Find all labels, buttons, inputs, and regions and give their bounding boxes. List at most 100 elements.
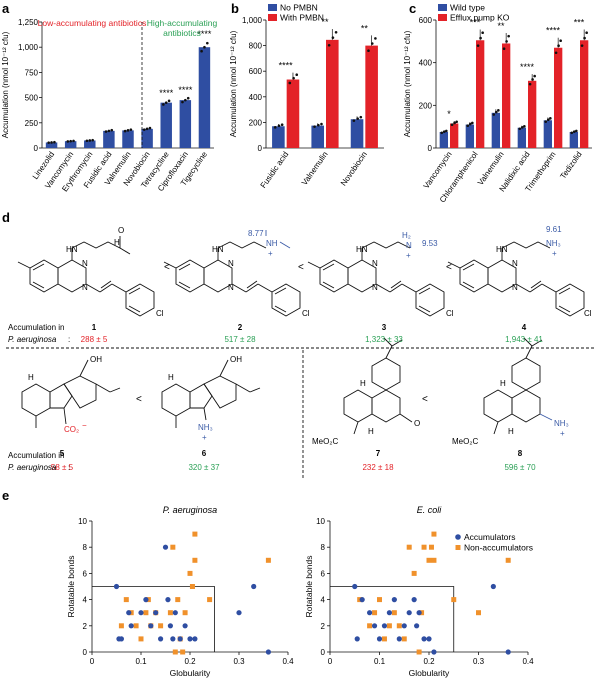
x-tick-label: Fusidic acid	[259, 150, 291, 190]
y-tick-label: 10	[316, 517, 325, 526]
atom-hn-2: HN	[212, 245, 224, 254]
data-point	[492, 113, 496, 116]
atom-cl-1: Cl	[156, 309, 164, 318]
significance-label: ****	[159, 88, 174, 98]
side-chain-2	[217, 241, 267, 249]
y-tick-label: 400	[249, 93, 263, 102]
less-than-2: <	[298, 262, 304, 273]
accumulation-value-5: 58 ± 5	[51, 463, 74, 472]
point-accumulator	[406, 610, 412, 616]
x-tick-label: 0.4	[522, 657, 534, 666]
significance-label: ****	[279, 61, 294, 71]
data-point	[580, 44, 584, 47]
x-tick-label: 0	[90, 657, 95, 666]
point-non-accumulator	[172, 649, 178, 655]
data-point	[162, 103, 165, 106]
point-non-accumulator	[175, 597, 181, 603]
bar-series1	[272, 126, 285, 148]
significance-label: ****	[546, 26, 561, 36]
point-non-accumulator	[189, 584, 195, 589]
point-accumulator	[367, 610, 373, 616]
atom-plus-3: +	[406, 251, 411, 260]
point-non-accumulator	[133, 623, 139, 629]
data-point	[554, 51, 558, 55]
data-point	[356, 117, 359, 120]
row2-label-line2: P. aeruginosa	[8, 463, 57, 472]
point-accumulator	[371, 623, 378, 629]
data-point	[455, 120, 458, 124]
data-point	[468, 122, 472, 126]
y-tick-label: 250	[25, 119, 39, 128]
point-accumulator	[411, 597, 417, 603]
atom-plus-6: +	[202, 433, 207, 442]
data-point	[471, 121, 474, 125]
y-tick-label: 8	[321, 543, 326, 552]
point-accumulator	[236, 610, 242, 616]
data-point	[295, 73, 299, 77]
bar-series1	[465, 124, 474, 148]
data-point	[123, 129, 127, 133]
row2-label-colon: :	[68, 463, 70, 472]
point-accumulator	[177, 636, 183, 642]
y-axis-label: Rotatable bonds	[66, 556, 76, 618]
point-accumulator	[386, 610, 392, 616]
legend-label: With PMBN	[280, 13, 324, 23]
data-point	[352, 119, 356, 122]
point-accumulator	[182, 623, 188, 629]
bar-series2	[286, 79, 300, 148]
atom-hn-3: HN	[356, 245, 368, 254]
point-non-accumulator	[138, 636, 144, 642]
legend-swatch	[268, 14, 277, 21]
y-axis-label: Rotatable bonds	[304, 556, 314, 618]
point-accumulator	[505, 649, 511, 655]
point-non-accumulator	[381, 636, 387, 642]
point-accumulator	[165, 597, 171, 603]
data-point	[523, 125, 526, 128]
point-accumulator	[138, 610, 144, 616]
point-non-accumulator	[505, 557, 511, 563]
data-point	[570, 131, 574, 135]
data-point	[66, 140, 70, 143]
data-point	[320, 122, 323, 126]
bar	[103, 130, 115, 148]
significance-label: *	[447, 109, 451, 119]
point-non-accumulator	[158, 623, 164, 629]
chart-b: 0 200 400 600 800 1,000 Accumulation (nmol 10⁻…	[229, 3, 384, 190]
point-non-accumulator	[192, 557, 198, 563]
point-accumulator	[376, 636, 383, 642]
accumulation-value-8: 596 ± 70	[504, 463, 536, 472]
x-tick-label: 0.1	[374, 657, 386, 666]
data-point	[374, 37, 377, 40]
data-point	[110, 128, 114, 132]
atom-cl-3: Cl	[446, 309, 454, 318]
bar	[122, 130, 134, 148]
significance-label: ***	[470, 17, 481, 27]
point-non-accumulator	[401, 636, 407, 642]
data-point	[72, 139, 75, 143]
bar-series2	[326, 39, 339, 149]
data-point	[129, 128, 133, 131]
data-point	[292, 76, 295, 80]
data-point	[442, 130, 446, 133]
atom-nh3-6: NH₃	[198, 423, 213, 432]
point-accumulator	[113, 583, 120, 590]
compound-number-6: 6	[202, 449, 207, 458]
data-point	[466, 124, 470, 128]
y-tick-label: 1,000	[18, 43, 39, 52]
less-than-5: <	[422, 394, 428, 405]
atom-n-3a: N	[372, 259, 378, 268]
point-non-accumulator	[411, 570, 417, 576]
x-axis-label: Globularity	[409, 668, 450, 678]
point-accumulator	[490, 583, 496, 590]
x-tick-label: 0.3	[473, 657, 485, 666]
side-chain-4	[501, 241, 551, 249]
quinazoline-structure-1	[17, 248, 155, 317]
data-point	[145, 127, 149, 131]
bar-series1	[517, 127, 526, 148]
bar-series1	[350, 119, 364, 148]
y-tick-label: 0	[321, 648, 326, 657]
data-point	[585, 31, 588, 35]
legend-label-accumulators: Accumulators	[464, 532, 516, 542]
compound-number-1: 1	[92, 323, 97, 332]
data-point	[277, 124, 281, 128]
